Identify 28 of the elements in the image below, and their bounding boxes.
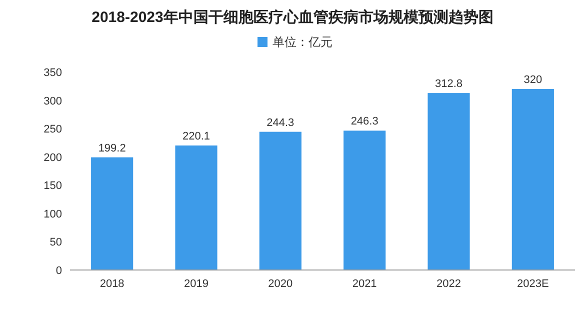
x-tick-label: 2021 — [352, 278, 377, 290]
data-label: 312.8 — [434, 78, 463, 90]
y-tick-label: 250 — [44, 124, 62, 136]
bar — [512, 88, 554, 270]
x-tick-label: 2023E — [517, 278, 549, 290]
x-tick-label: 2019 — [184, 278, 208, 290]
data-label: 220.1 — [182, 130, 210, 142]
legend-label: 单位：亿元 — [272, 35, 332, 49]
bar — [175, 145, 218, 270]
bar — [259, 132, 302, 270]
data-label: 199.2 — [98, 142, 126, 154]
y-tick-label: 150 — [44, 180, 62, 192]
y-tick-label: 0 — [56, 265, 62, 277]
x-tick-label: 2018 — [100, 278, 124, 290]
y-tick-label: 350 — [44, 67, 62, 79]
x-tick-label: 2022 — [436, 278, 461, 290]
data-label: 246.3 — [350, 116, 378, 128]
bar — [91, 157, 134, 270]
y-tick-label: 200 — [44, 152, 62, 164]
y-tick-label: 50 — [50, 236, 62, 249]
y-tick-label: 100 — [44, 208, 62, 220]
chart-title: 2018-2023年中国干细胞医疗心血管疾病市场规模预测趋势图 — [92, 8, 494, 26]
data-label: 320 — [524, 74, 542, 86]
y-tick-label: 300 — [44, 95, 62, 108]
x-tick-label: 2020 — [268, 278, 293, 290]
bar — [428, 93, 470, 270]
bar — [344, 130, 386, 270]
data-label: 244.3 — [266, 116, 294, 129]
